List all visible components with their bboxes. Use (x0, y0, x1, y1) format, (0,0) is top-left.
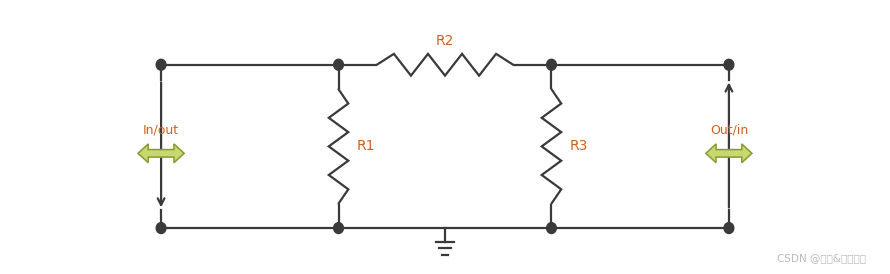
Polygon shape (138, 144, 184, 163)
Text: Out/in: Out/in (710, 123, 748, 136)
Circle shape (157, 59, 166, 70)
Text: In/out: In/out (143, 123, 179, 136)
Circle shape (546, 59, 556, 70)
Circle shape (546, 222, 556, 233)
Text: R1: R1 (356, 139, 375, 153)
Text: R2: R2 (436, 34, 454, 48)
Text: R3: R3 (570, 139, 587, 153)
Circle shape (724, 59, 733, 70)
Circle shape (157, 222, 166, 233)
Circle shape (334, 59, 344, 70)
Text: CSDN @视觉&物联智能: CSDN @视觉&物联智能 (778, 253, 867, 263)
Circle shape (724, 222, 733, 233)
Circle shape (334, 222, 344, 233)
Polygon shape (706, 144, 752, 163)
